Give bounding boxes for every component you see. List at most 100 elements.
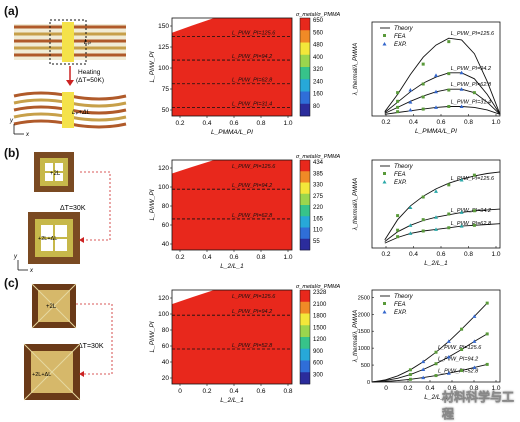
theory-line <box>371 363 488 383</box>
exp-point <box>459 224 464 228</box>
colorbar-tick-label: 400 <box>313 55 324 61</box>
label-2l-dl: +2L+ΔL <box>38 236 57 242</box>
fea-point <box>421 95 425 99</box>
colorbar-swatch <box>300 290 310 303</box>
series-label: L_PI/W_PI=52.8 <box>438 369 479 375</box>
x-tick-label: 0.4 <box>202 120 211 127</box>
fea-point <box>447 104 451 108</box>
colorbar-swatch <box>300 238 310 251</box>
plot-frame <box>171 289 293 385</box>
line-plot-c: L_PI/W_PI=125.6L_PI/W_PI=94.2L_PI/W_PI=5… <box>353 289 501 401</box>
fea-point <box>396 110 400 114</box>
fea-point <box>421 107 425 111</box>
x-tick-label: 0.4 <box>409 251 418 258</box>
x-tick-label: 0.8 <box>464 251 473 258</box>
colorbar-tick-label: 165 <box>313 216 324 222</box>
fea-point <box>460 368 464 372</box>
series-label: L_PI/W_PI=125.6 <box>451 31 495 37</box>
fea-point <box>396 228 400 232</box>
theory-line <box>371 333 488 383</box>
contour-band <box>172 18 292 116</box>
series-label: L_PI/W_PI=62.8 <box>451 221 492 227</box>
label-2l-dl: +2L+ΔL <box>32 372 51 378</box>
exp-point <box>408 223 413 227</box>
plot-frame <box>371 159 501 249</box>
y-tick-label: 40 <box>162 359 170 366</box>
exp-point <box>459 104 464 108</box>
x-tick-label: 0.8 <box>464 119 473 126</box>
fea-point <box>396 91 400 95</box>
y-axis-label: L_PI/W_PI <box>149 51 156 82</box>
colorbar-swatch <box>300 67 310 80</box>
plot-frame <box>371 289 501 383</box>
legend-fea-label: FEA <box>394 34 406 40</box>
fea-point <box>396 214 400 218</box>
legend-exp-label: EXP. <box>394 310 407 316</box>
colorbar-swatch <box>300 348 310 361</box>
annotation-label: L_PI/W_PI=125.6 <box>232 164 276 170</box>
axis-y-label: y <box>9 118 14 124</box>
legend-fea-swatch <box>383 302 386 305</box>
exp-point <box>459 210 464 214</box>
colorbar-tick-label: 110 <box>313 228 323 234</box>
temp-label: ΔT=30K <box>60 205 86 212</box>
x-tick-label: 1.0 <box>491 385 500 392</box>
series-label: L_PI/W_PI=94.2 <box>438 357 478 363</box>
colorbar-swatch <box>300 313 310 326</box>
x-tick-label: 1.0 <box>491 251 500 258</box>
heating-temp-label: (ΔT=50K) <box>76 77 104 84</box>
y-tick-label: 500 <box>361 363 370 369</box>
theory-line <box>384 88 501 115</box>
exp-point <box>408 205 413 210</box>
label-lp-dl: Lₚ+ΔL <box>72 109 91 116</box>
schematic-b: +2L ΔT=30K +2L+ΔL x y <box>13 152 111 274</box>
legend-theory-label: Theory <box>394 26 414 32</box>
y-axis-label: λ_thermal/λ_PMMA <box>353 43 359 96</box>
colorbar-tick-label: 55 <box>313 239 320 245</box>
y-tick-label: 50 <box>162 107 170 114</box>
theory-line <box>371 302 488 383</box>
x-tick-label: 0.8 <box>256 254 265 261</box>
exp-point <box>446 354 451 359</box>
y-tick-label: 80 <box>162 203 170 210</box>
colorbar-swatch <box>300 91 310 105</box>
x-tick-label: 0.2 <box>175 120 184 127</box>
exp-point <box>459 177 464 182</box>
exp-point <box>472 365 477 369</box>
colorbar-tick-label: 434 <box>313 160 324 166</box>
y-tick-label: 60 <box>162 222 170 229</box>
annotation-label: L_PI/W_PI=62.8 <box>232 213 273 219</box>
y-tick-label: 2500 <box>358 295 370 301</box>
contour-plot-b: L_PI/W_PI=125.6 L_PI/W_PI=94.2 L_PI/W_PI=6… <box>149 154 341 270</box>
legend-exp-swatch <box>382 42 387 46</box>
x-axis-label: L_PMMA/L_PI <box>211 129 253 136</box>
colorbar-title: σ_metal/σ_PMMA <box>296 154 341 160</box>
fea-point <box>485 362 489 366</box>
x-tick-label: 0.6 <box>256 388 265 395</box>
label-2l: +2L <box>50 171 61 177</box>
x-tick-label: 0.8 <box>283 388 292 395</box>
colorbar-tick-label: 1800 <box>313 314 327 320</box>
colorbar-tick-label: 480 <box>313 43 324 49</box>
fea-point <box>421 229 425 233</box>
schematic-c: +2L ΔT=30K +2L+ΔL <box>23 283 113 401</box>
colorbar-tick-label: 650 <box>313 18 324 24</box>
fea-point <box>447 40 451 44</box>
exp-point <box>459 70 464 75</box>
y-tick-label: 75 <box>162 86 170 93</box>
colorbar-tick-label: 1200 <box>313 337 327 343</box>
line-plot-b: L_PI/W_PI=125.6 L_PI/W_PI=94.2 L_PI/W_PI=6… <box>353 159 501 267</box>
colorbar-title: σ_metal/σ_PMMA <box>296 284 341 290</box>
exp-point <box>459 87 464 91</box>
fea-point <box>421 195 425 199</box>
exp-point <box>408 231 413 235</box>
fea-point <box>421 218 425 222</box>
exp-point <box>421 359 426 364</box>
y-tick-label: 1000 <box>358 346 370 352</box>
colorbar-swatch <box>300 193 310 206</box>
annotation-label: L_PI/W_PI=52.8 <box>232 343 273 349</box>
y-tick-label: 120 <box>158 295 169 302</box>
x-axis-label: L_2/L_1 <box>220 263 244 270</box>
colorbar-tick-label: 2328 <box>313 290 327 296</box>
y-tick-label: 120 <box>158 165 169 172</box>
